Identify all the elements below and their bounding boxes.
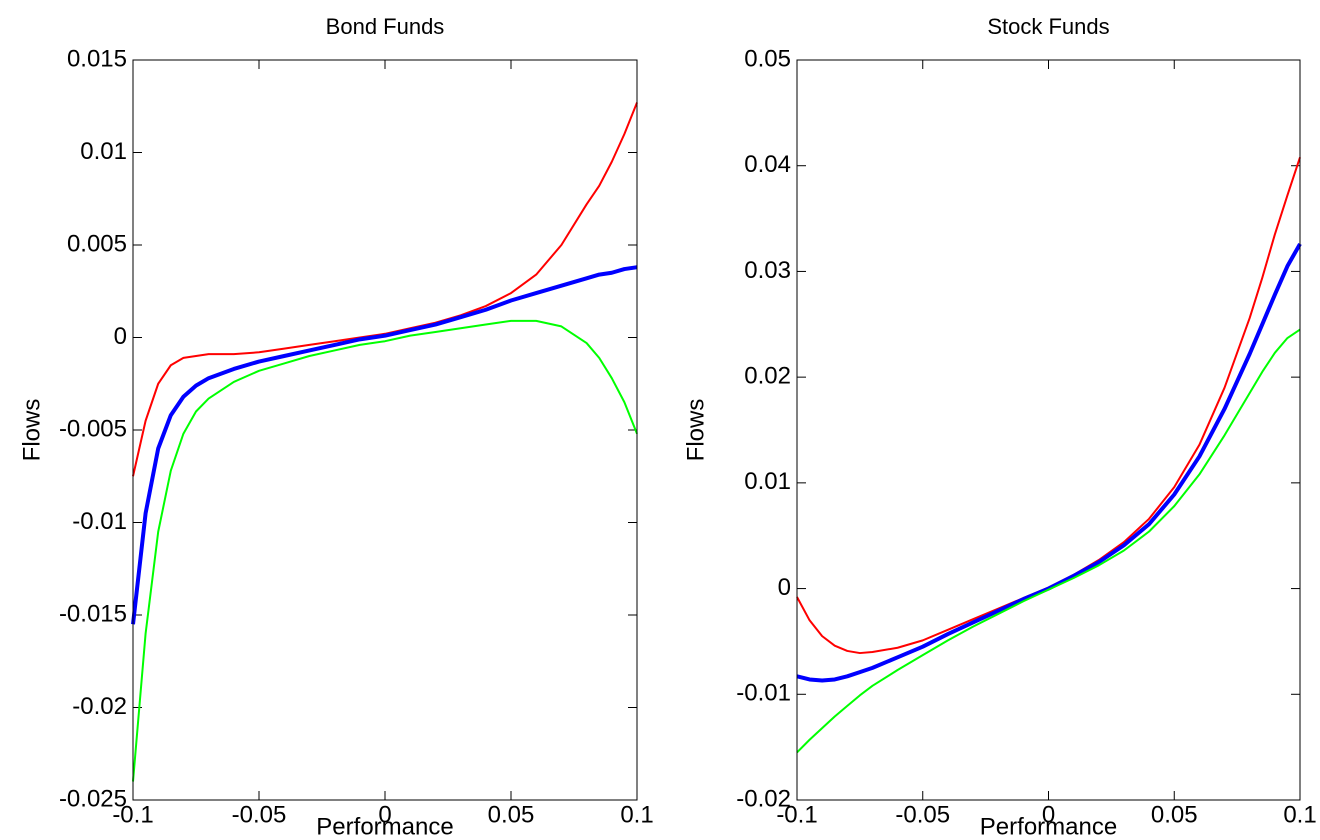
y-tick-label: -0.025 xyxy=(59,785,127,812)
y-tick-label: 0 xyxy=(778,574,791,601)
y-tick-label: 0.01 xyxy=(744,468,791,495)
y-tick-label: 0.01 xyxy=(80,138,127,165)
x-axis-label: Performance xyxy=(316,813,453,840)
line-series xyxy=(796,242,1302,683)
y-tick-label: 0.04 xyxy=(744,151,791,178)
y-axis-label: Flows xyxy=(18,399,45,462)
line-series xyxy=(131,265,638,625)
y-tick-label: -0.01 xyxy=(736,680,791,707)
y-tick-label: 0.015 xyxy=(67,45,127,72)
x-tick-label: -0.05 xyxy=(895,801,950,828)
x-tick-label: -0.05 xyxy=(232,801,287,828)
y-tick-label: -0.02 xyxy=(736,785,791,812)
x-tick-label: 0.1 xyxy=(620,801,653,828)
x-tick-label: -0.1 xyxy=(776,801,817,828)
x-tick-label: 0.05 xyxy=(1151,801,1198,828)
y-tick-label: -0.01 xyxy=(72,508,127,535)
x-tick-label: 0.1 xyxy=(1283,801,1316,828)
x-tick-label: -0.1 xyxy=(112,801,153,828)
axes-box xyxy=(132,59,638,801)
y-tick-label: 0.05 xyxy=(744,45,791,72)
x-axis-label: Performance xyxy=(980,813,1117,840)
y-axis-label: Flows xyxy=(682,399,709,462)
chart-title: Stock Funds xyxy=(987,14,1109,39)
y-tick-label: 0 xyxy=(114,323,127,350)
chart-title: Bond Funds xyxy=(326,14,445,39)
x-tick-label: 0.05 xyxy=(488,801,535,828)
axes-box xyxy=(796,59,1301,801)
y-tick-label: 0.02 xyxy=(744,362,791,389)
y-tick-label: 0.005 xyxy=(67,230,127,257)
line-series xyxy=(796,328,1301,754)
x-tick-label: 0 xyxy=(378,801,391,828)
line-series xyxy=(132,319,638,782)
y-tick-label: -0.005 xyxy=(59,415,127,442)
x-tick-label: 0 xyxy=(1042,801,1055,828)
y-tick-label: 0.03 xyxy=(744,257,791,284)
y-tick-label: -0.015 xyxy=(59,600,127,627)
y-tick-label: -0.02 xyxy=(72,693,127,720)
line-series xyxy=(132,102,638,477)
